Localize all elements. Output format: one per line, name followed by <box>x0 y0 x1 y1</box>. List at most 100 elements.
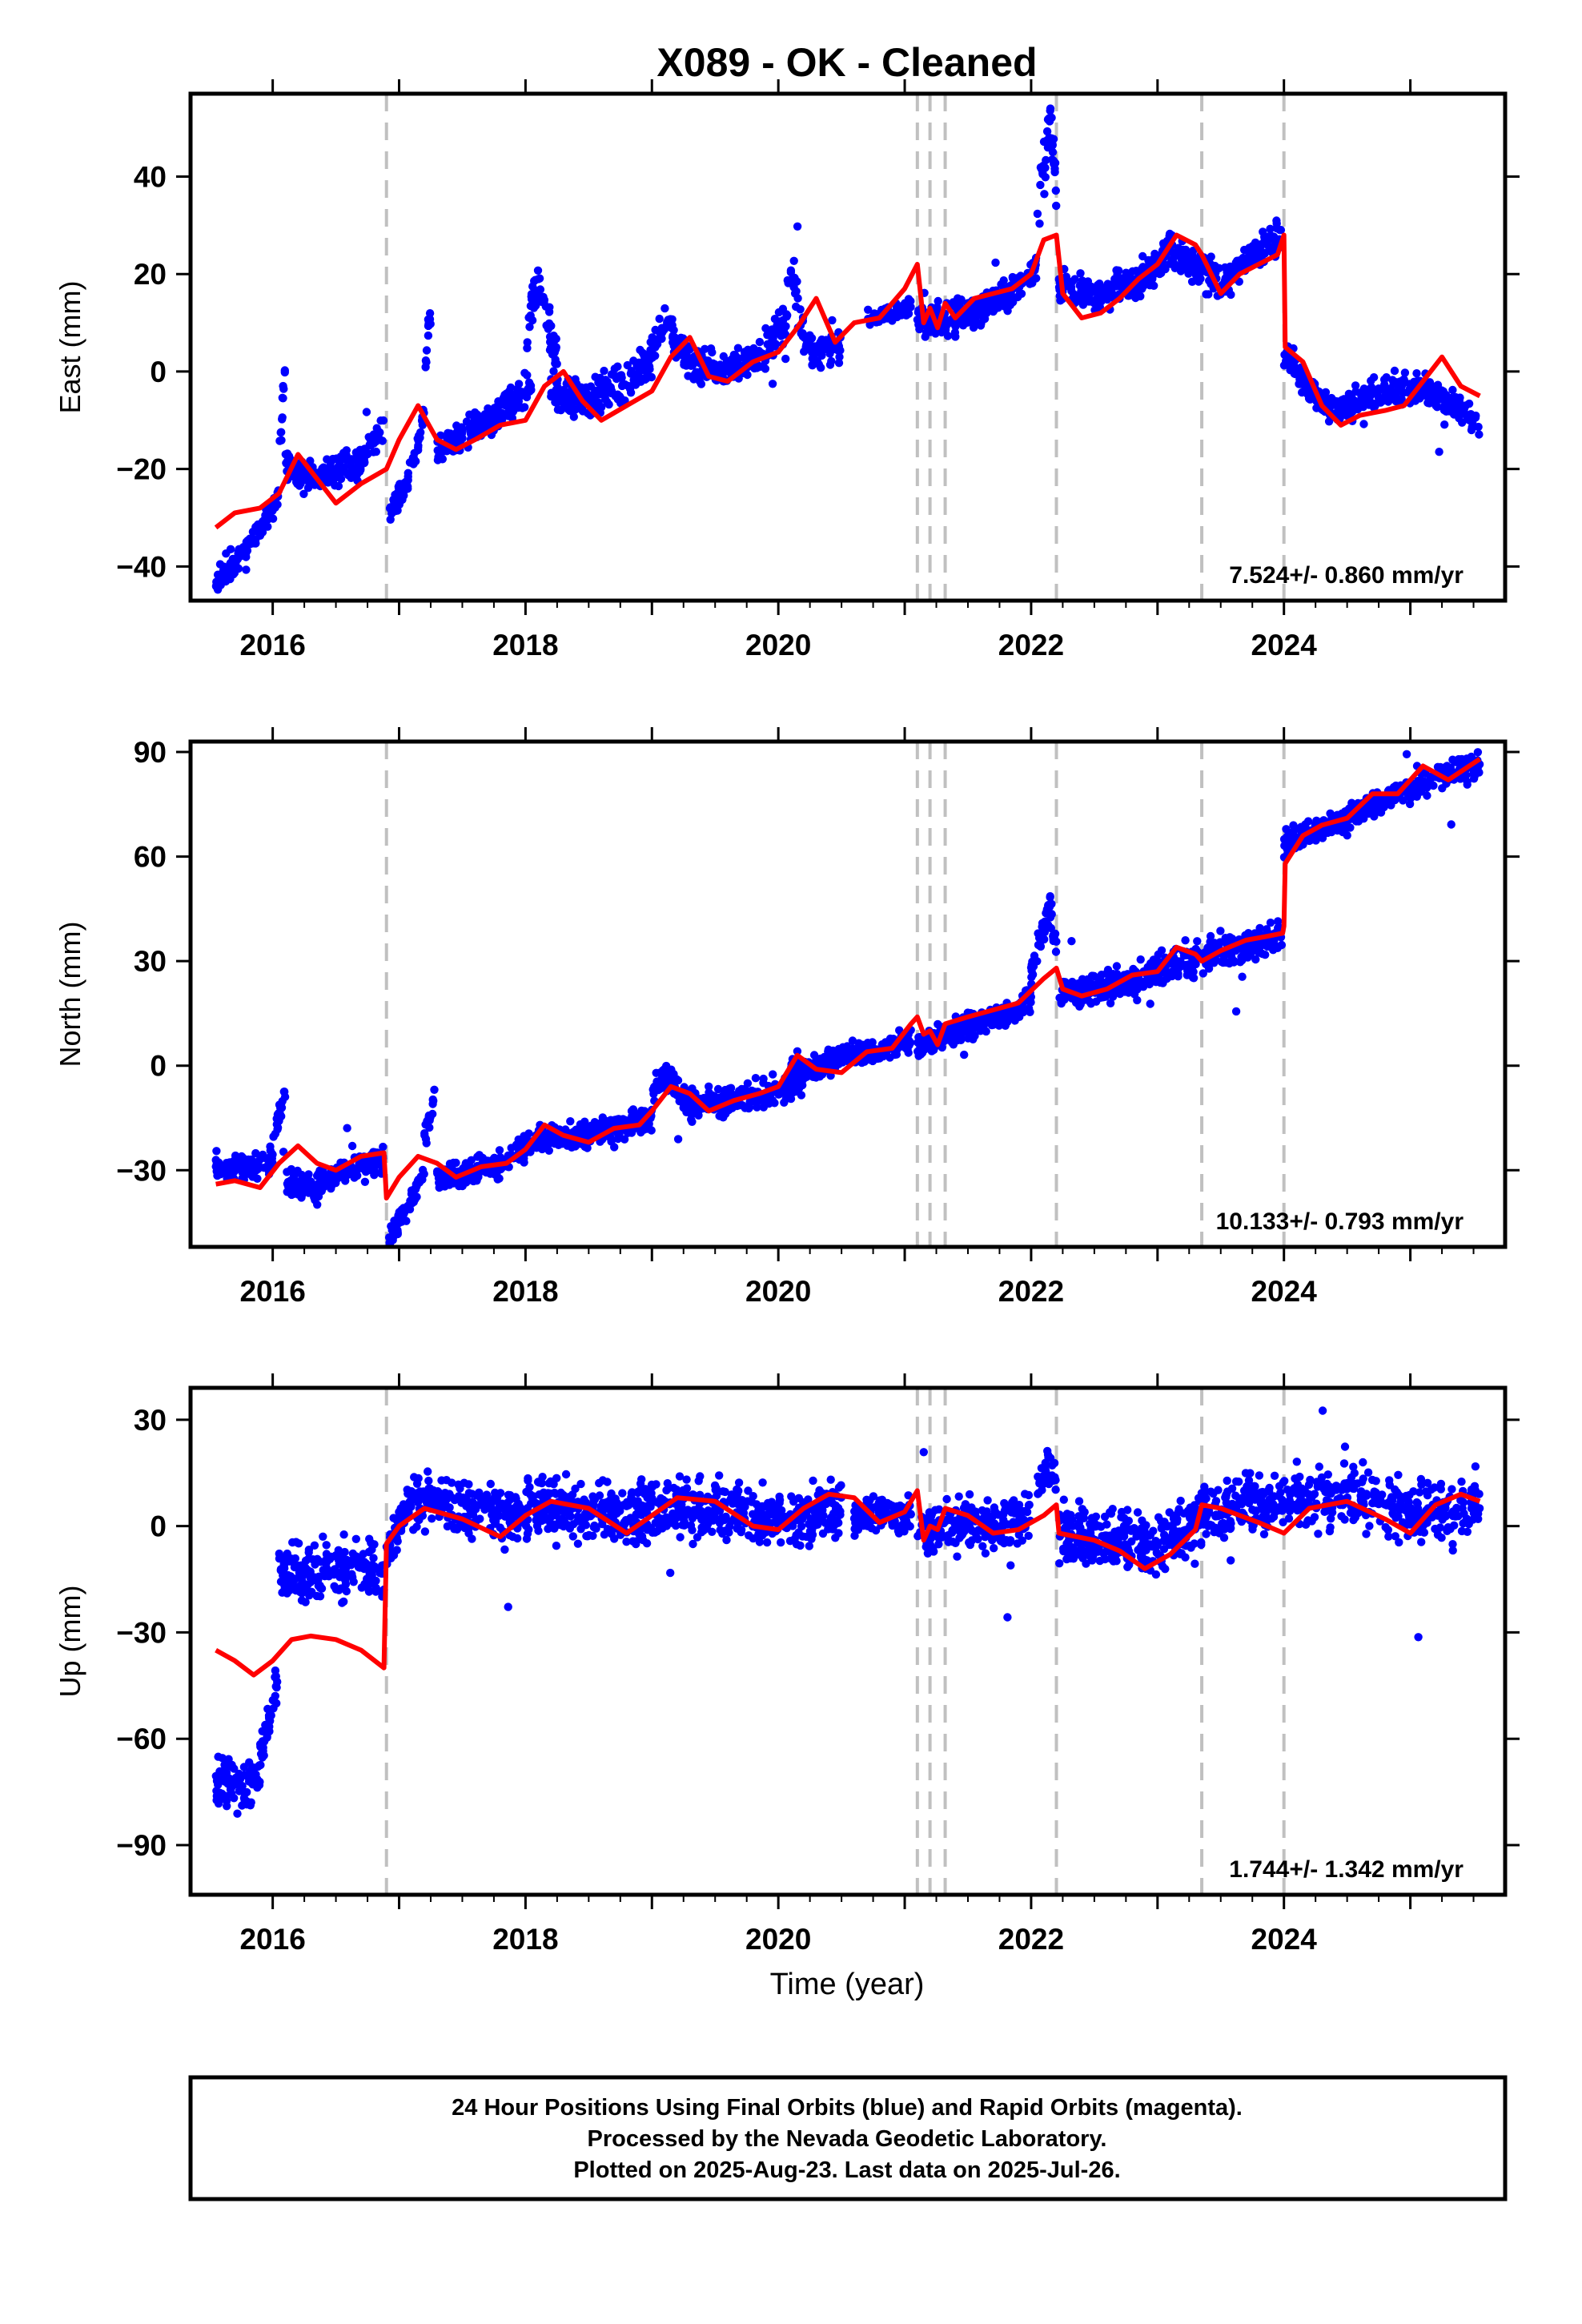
data-point <box>1409 786 1418 794</box>
data-point <box>792 302 801 312</box>
data-point <box>1266 224 1275 233</box>
data-point <box>319 463 328 472</box>
data-point <box>544 324 552 333</box>
data-point <box>1028 970 1038 979</box>
data-point <box>1282 825 1291 834</box>
data-point <box>355 1160 363 1169</box>
data-point <box>421 1120 430 1129</box>
data-point <box>295 481 304 490</box>
data-point <box>1286 366 1295 375</box>
data-point <box>658 1080 667 1090</box>
data-point <box>1042 905 1052 914</box>
data-point <box>627 1128 636 1137</box>
data-point <box>1257 247 1266 257</box>
data-point <box>297 1193 306 1202</box>
data-point <box>989 1020 998 1029</box>
plot-frame <box>188 91 1508 603</box>
data-point <box>305 1176 314 1185</box>
y-tick-label: 90 <box>134 736 167 769</box>
data-point <box>750 364 759 373</box>
data-point <box>1439 387 1448 396</box>
data-point <box>1096 290 1105 299</box>
data-point <box>754 347 764 356</box>
data-point <box>228 1782 237 1791</box>
data-point <box>610 1143 619 1152</box>
data-point <box>1105 975 1114 984</box>
data-point <box>231 1773 240 1783</box>
data-point <box>901 311 911 320</box>
data-point <box>222 549 231 558</box>
x-tick-label: 2016 <box>239 1275 305 1308</box>
data-point <box>783 1079 792 1088</box>
data-point <box>1351 387 1360 396</box>
data-point <box>538 1144 547 1154</box>
data-point <box>931 329 940 338</box>
data-point <box>897 306 905 315</box>
data-point <box>493 1175 502 1184</box>
data-point <box>661 304 669 313</box>
data-point <box>347 1141 357 1151</box>
data-point <box>531 275 540 284</box>
data-point <box>1274 923 1283 932</box>
data-point <box>926 1039 935 1048</box>
data-point <box>1193 937 1202 946</box>
y-axis-label: North (mm) <box>54 922 86 1068</box>
data-point <box>296 1178 305 1187</box>
data-point <box>435 451 444 460</box>
data-point <box>628 1105 638 1114</box>
data-point <box>976 321 986 330</box>
data-point <box>1048 155 1057 164</box>
y-tick-label: −30 <box>116 1154 167 1187</box>
data-point <box>1255 923 1264 933</box>
data-point <box>286 1179 295 1188</box>
data-point <box>1379 375 1389 384</box>
data-point <box>1129 964 1138 974</box>
data-point <box>1338 396 1347 404</box>
data-point <box>647 1126 656 1135</box>
data-point <box>1001 1021 1010 1031</box>
y-tick-label: 0 <box>150 1050 167 1083</box>
data-point <box>885 1053 894 1062</box>
data-point <box>603 377 612 386</box>
data-point <box>692 368 701 377</box>
data-point <box>706 364 716 373</box>
data-point <box>883 314 892 323</box>
data-point <box>497 408 506 417</box>
data-point <box>527 290 536 299</box>
data-point <box>607 370 616 379</box>
data-point <box>629 356 638 365</box>
data-point <box>669 326 678 335</box>
data-point <box>1339 404 1348 413</box>
data-point <box>800 333 809 343</box>
data-point <box>761 324 770 333</box>
data-point <box>684 372 693 380</box>
data-point <box>1421 778 1430 788</box>
data-point <box>661 1064 669 1074</box>
data-point <box>1032 274 1041 283</box>
data-point <box>881 1038 890 1047</box>
data-point <box>617 381 627 391</box>
data-point <box>778 304 788 313</box>
data-point <box>669 1076 678 1084</box>
data-point <box>1374 387 1383 396</box>
data-point <box>1087 287 1096 297</box>
data-point <box>336 474 346 484</box>
data-point <box>393 1229 402 1239</box>
data-point <box>824 1056 833 1065</box>
data-point <box>1399 796 1407 805</box>
data-point <box>327 1180 336 1189</box>
data-point <box>1121 984 1130 994</box>
data-point <box>251 1148 260 1158</box>
data-point <box>951 332 960 341</box>
data-point <box>277 428 286 436</box>
data-point <box>948 1037 957 1046</box>
data-point <box>278 413 287 422</box>
data-point <box>821 338 829 347</box>
data-point <box>657 328 666 336</box>
data-point <box>478 422 487 431</box>
data-point <box>1026 1007 1034 1017</box>
data-point <box>1283 832 1291 841</box>
data-point <box>256 1760 265 1770</box>
data-point <box>516 392 524 400</box>
